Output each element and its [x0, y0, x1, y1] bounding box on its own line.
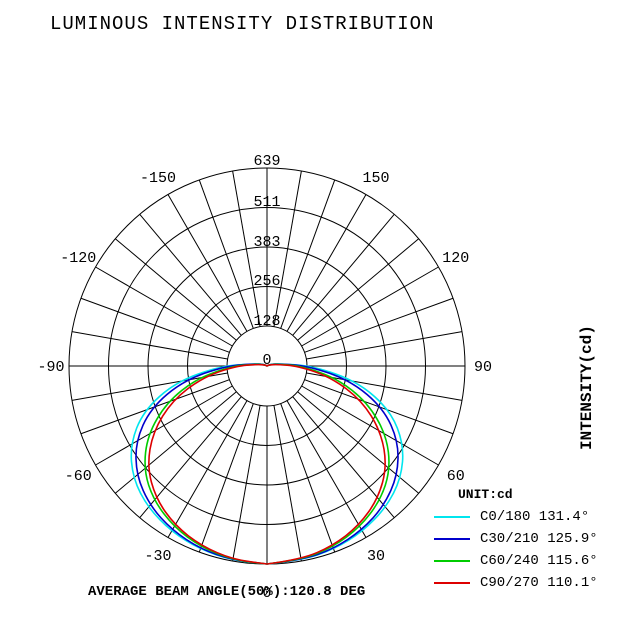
grid-spoke: [292, 214, 395, 336]
grid-spoke: [280, 403, 336, 553]
grid-spoke: [95, 385, 233, 466]
legend-swatch: [434, 516, 470, 518]
legend-swatch: [434, 538, 470, 540]
angle-label: 60: [447, 468, 465, 485]
grid-spoke: [139, 214, 242, 336]
grid-spoke: [304, 297, 454, 353]
y-axis-label: INTENSITY(cd): [578, 325, 596, 450]
radial-tick-label: 128: [253, 313, 280, 330]
grid-spoke: [280, 179, 336, 329]
legend-swatch: [434, 582, 470, 584]
angle-label: 150: [362, 170, 389, 187]
angle-label: -150: [140, 170, 176, 187]
grid-spoke: [273, 170, 302, 327]
grid-spoke: [286, 194, 367, 332]
radial-tick-label: 256: [253, 273, 280, 290]
grid-spoke: [115, 391, 237, 494]
legend-label: C90/270 110.1°: [480, 575, 598, 591]
legend-item: C90/270 110.1°: [434, 572, 598, 594]
angle-label: -90: [37, 359, 64, 376]
angle-label: -60: [65, 468, 92, 485]
grid-spoke: [301, 266, 439, 347]
grid-spoke: [232, 170, 261, 327]
grid-spoke: [71, 331, 228, 360]
angle-label: 0: [262, 585, 271, 602]
grid-spoke: [80, 297, 230, 353]
legend-item: C0/180 131.4°: [434, 506, 598, 528]
series-curve: [148, 363, 386, 565]
legend-swatch: [434, 560, 470, 562]
grid-spoke: [115, 238, 237, 341]
radial-tick-label: 511: [253, 194, 280, 211]
legend-item: C30/210 125.9°: [434, 528, 598, 550]
grid-spoke: [167, 400, 248, 538]
angle-label: 90: [474, 359, 492, 376]
angle-labels: 0 30 60 90 120 150 -150 -120 -90 -60 -30: [37, 170, 492, 602]
grid-spoke: [273, 405, 302, 562]
angle-label: 120: [442, 250, 469, 267]
legend-label: C0/180 131.4°: [480, 509, 590, 525]
chart-title: LUMINOUS INTENSITY DISTRIBUTION: [50, 13, 435, 35]
grid-spoke: [95, 266, 233, 347]
radial-tick-labels: 0 128 256 383 511 639: [253, 153, 280, 369]
grid-spoke: [306, 331, 463, 360]
angle-label: -120: [60, 250, 96, 267]
legend-label: C30/210 125.9°: [480, 531, 598, 547]
grid-spoke: [286, 400, 367, 538]
grid-spoke: [297, 391, 419, 494]
grid-spoke: [297, 238, 419, 341]
radial-tick-label: 0: [262, 352, 271, 369]
radial-tick-label: 383: [253, 234, 280, 251]
unit-label: UNIT:cd: [458, 487, 513, 502]
grid-spoke: [232, 405, 261, 562]
legend-item: C60/240 115.6°: [434, 550, 598, 572]
angle-label: 30: [367, 548, 385, 565]
beam-angle-caption: AVERAGE BEAM ANGLE(50%):120.8 DEG: [88, 584, 366, 600]
legend: C0/180 131.4° C30/210 125.9° C60/240 115…: [434, 506, 598, 594]
angle-label: -30: [144, 548, 171, 565]
radial-tick-label: 639: [253, 153, 280, 170]
grid-spoke: [198, 179, 254, 329]
series-curves: [130, 363, 404, 565]
grid-spoke: [167, 194, 248, 332]
grid-spoke: [198, 403, 254, 553]
legend-label: C60/240 115.6°: [480, 553, 598, 569]
grid-spoke: [301, 385, 439, 466]
